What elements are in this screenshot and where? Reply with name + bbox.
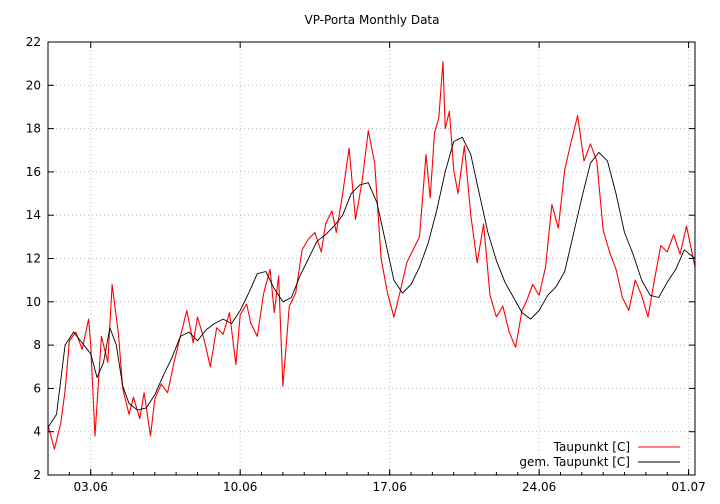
- y-tick-label: 10: [26, 295, 41, 309]
- legend-label-taupunkt: Taupunkt [C]: [553, 440, 630, 454]
- x-tick-label: 01.07: [671, 480, 705, 494]
- x-axis: 03.06 10.06 17.06 24.06 01.07: [68, 42, 706, 494]
- chart-title: VP-Porta Monthly Data: [305, 13, 440, 27]
- legend-label-gem-taupunkt: gem. Taupunkt [C]: [519, 455, 630, 469]
- series-gem-taupunkt: [47, 136, 696, 428]
- legend: Taupunkt [C] gem. Taupunkt [C]: [519, 440, 680, 469]
- y-tick-label: 12: [26, 252, 41, 266]
- y-tick-label: 4: [33, 425, 41, 439]
- grid: [48, 42, 695, 475]
- y-tick-label: 14: [26, 208, 41, 222]
- y-tick-label: 8: [33, 338, 41, 352]
- x-tick-label: 24.06: [522, 480, 556, 494]
- x-tick-label: 17.06: [372, 480, 406, 494]
- y-tick-label: 6: [33, 381, 41, 395]
- y-axis: 2 4 6 8 10 12 14 16 18 20 22: [26, 35, 695, 482]
- y-tick-label: 18: [26, 122, 41, 136]
- y-tick-label: 2: [33, 468, 41, 482]
- x-tick-label: 10.06: [223, 480, 257, 494]
- y-tick-label: 20: [26, 78, 41, 92]
- y-tick-label: 22: [26, 35, 41, 49]
- plot-area: [47, 60, 696, 450]
- x-tick-label: 03.06: [74, 480, 108, 494]
- y-tick-label: 16: [26, 165, 41, 179]
